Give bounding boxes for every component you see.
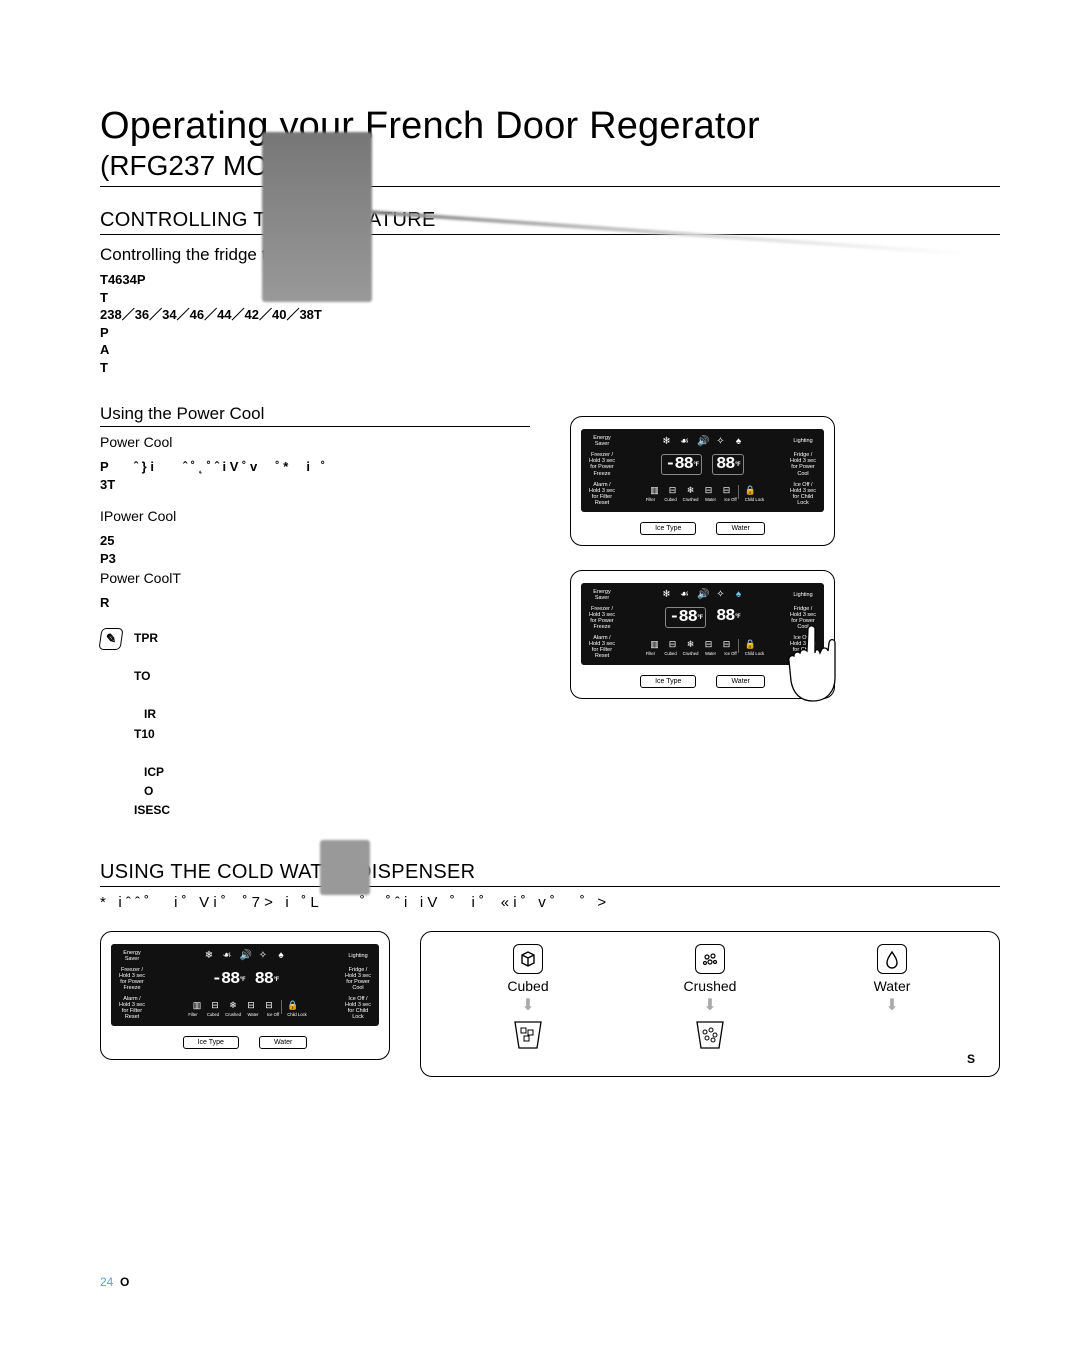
- arrow-down-icon: ⬇: [703, 998, 716, 1014]
- panel-label: Alarm / Hold 3 sec for Filter Reset: [589, 482, 615, 506]
- power-cool-block1: P ˆ } i ˆ ˚ ˛ ˚ ˆ i V ˚ v ˚ * i ˚ 3T: [100, 458, 530, 493]
- light-icon: ✧: [715, 436, 726, 447]
- cup-crushed-icon: [691, 1018, 729, 1050]
- page-title: Operating your French Door Regerator: [100, 105, 1000, 148]
- power-cool-icon: ☙: [679, 589, 690, 600]
- control-panel-figure-3: Energy Saver ❄ ☙ 🔊 ✧ ♠ Lighting Freezer …: [100, 931, 390, 1060]
- power-cool-line2: IPower Cool: [100, 507, 530, 526]
- water-button: Water: [716, 522, 764, 535]
- fridge-temp-display: 88°F: [712, 454, 744, 475]
- arrow-down-icon: ⬇: [885, 998, 898, 1014]
- water-button: Water: [259, 1036, 307, 1049]
- snowflake-icon: ❄: [661, 436, 672, 447]
- section-rule: [100, 234, 1000, 235]
- note-text: TPR TO IR T10 ICP O ISESC: [134, 628, 170, 821]
- light-icon: ✧: [258, 950, 269, 961]
- drop-icon: ♠: [733, 436, 744, 447]
- ice-type-button: Ice Type: [640, 522, 696, 535]
- power-cool-line1: Power Cool: [100, 433, 530, 452]
- power-cool-block2: 25 P3: [100, 532, 530, 567]
- dispenser-modes-figure: Cubed ⬇ Crushed ⬇: [420, 931, 1000, 1077]
- power-cool-line3: Power CoolT: [100, 570, 181, 586]
- panel-label: Ice Off / Hold 3 sec for Child Lock: [790, 482, 816, 506]
- section-heading-dispenser: USING THE COLD WATER DISPENSER: [100, 861, 1000, 884]
- power-cool-icon: ☙: [222, 950, 233, 961]
- panel-label: Freezer / Hold 3 sec for Power Freeze: [589, 452, 615, 476]
- snowflake-icon: ❄: [661, 589, 672, 600]
- water-drop-icon: [877, 944, 907, 974]
- cup-cubed-icon: [509, 1018, 547, 1050]
- section-heading-temperature: CONTROLLING THE TEPERATURE: [100, 209, 1000, 232]
- document-page: Operating your French Door Regerator (RF…: [0, 0, 1080, 1347]
- page-footer: 24 O: [100, 1275, 129, 1289]
- power-cool-block3: R: [100, 594, 530, 612]
- right-column: Energy Saver ❄ ☙ 🔊 ✧ ♠ Lighting Freezer …: [570, 386, 1000, 820]
- control-panel-display: Energy Saver ❄ ☙ 🔊 ✧ ♠ Lighting Freezer …: [111, 944, 379, 1026]
- hand-pointer-icon: [785, 623, 840, 703]
- subhead-rule: [100, 426, 530, 427]
- subhead-power-cool: Using the Power Cool: [100, 404, 530, 424]
- note-row: ✎ TPR TO IR T10 ICP O ISESC: [100, 628, 530, 821]
- section-rule: [100, 886, 1000, 887]
- note-icon: ✎: [98, 628, 123, 650]
- light-icon: ✧: [715, 589, 726, 600]
- cubed-ice-icon: [513, 944, 543, 974]
- alarm-icon: 🔊: [240, 950, 251, 961]
- fridge-temp-display: 88°F: [255, 970, 279, 989]
- page-number: 24: [100, 1275, 113, 1289]
- modes-footnote: S: [437, 1052, 983, 1066]
- alarm-icon: 🔊: [697, 589, 708, 600]
- fridge-temp-display: 88°F: [716, 607, 740, 628]
- drop-icon: ♠: [276, 950, 287, 961]
- two-column-layout: Using the Power Cool Power Cool P ˆ } i …: [100, 386, 1000, 820]
- dispenser-text-line: * i ˆ ˆ ˚ i ˚ V i ˚ ˚ 7 > i ˚ L ˚ ˚ ˆ i …: [100, 893, 1000, 913]
- page-subtitle: (RFG237 MODEL): [100, 150, 1000, 182]
- panel-label: Lighting: [790, 438, 816, 444]
- control-panel-figure-2: Energy Saver ❄ ☙ 🔊 ✧ ♠ Lighting Freezer …: [570, 570, 835, 699]
- control-panel-display: Energy Saver ❄ ☙ 🔊 ✧ ♠ Lighting Freezer …: [581, 429, 824, 511]
- water-button: Water: [716, 675, 764, 688]
- control-panel-figure-1: Energy Saver ❄ ☙ 🔊 ✧ ♠ Lighting Freezer …: [570, 416, 835, 545]
- alarm-icon: 🔊: [697, 436, 708, 447]
- text-block-1: T4634P T 238／36／34／46／44／42／40／38T P A T: [100, 271, 1000, 376]
- left-column: Using the Power Cool Power Cool P ˆ } i …: [100, 386, 530, 820]
- snowflake-icon: ❄: [204, 950, 215, 961]
- panel-label: Fridge / Hold 3 sec for Power Cool: [790, 452, 816, 476]
- power-cool-icon: ☙: [679, 436, 690, 447]
- freezer-temp-display: -88°F: [212, 970, 245, 989]
- freezer-temp-display: -88°F: [661, 454, 702, 475]
- ice-type-button: Ice Type: [640, 675, 696, 688]
- arrow-down-icon: ⬇: [521, 998, 534, 1014]
- mode-crushed: Crushed ⬇: [665, 944, 755, 1050]
- footer-label: O: [120, 1275, 129, 1289]
- mode-water: Water ⬇: [847, 944, 937, 1014]
- mode-cubed: Cubed ⬇: [483, 944, 573, 1050]
- drop-icon: ♠: [733, 589, 744, 600]
- title-rule: [100, 186, 1000, 187]
- ice-type-button: Ice Type: [183, 1036, 239, 1049]
- freezer-temp-display: -88°F: [665, 607, 706, 628]
- panel-label: Energy Saver: [589, 435, 615, 447]
- crushed-ice-icon: [695, 944, 725, 974]
- dispenser-figures-row: Energy Saver ❄ ☙ 🔊 ✧ ♠ Lighting Freezer …: [100, 931, 1000, 1077]
